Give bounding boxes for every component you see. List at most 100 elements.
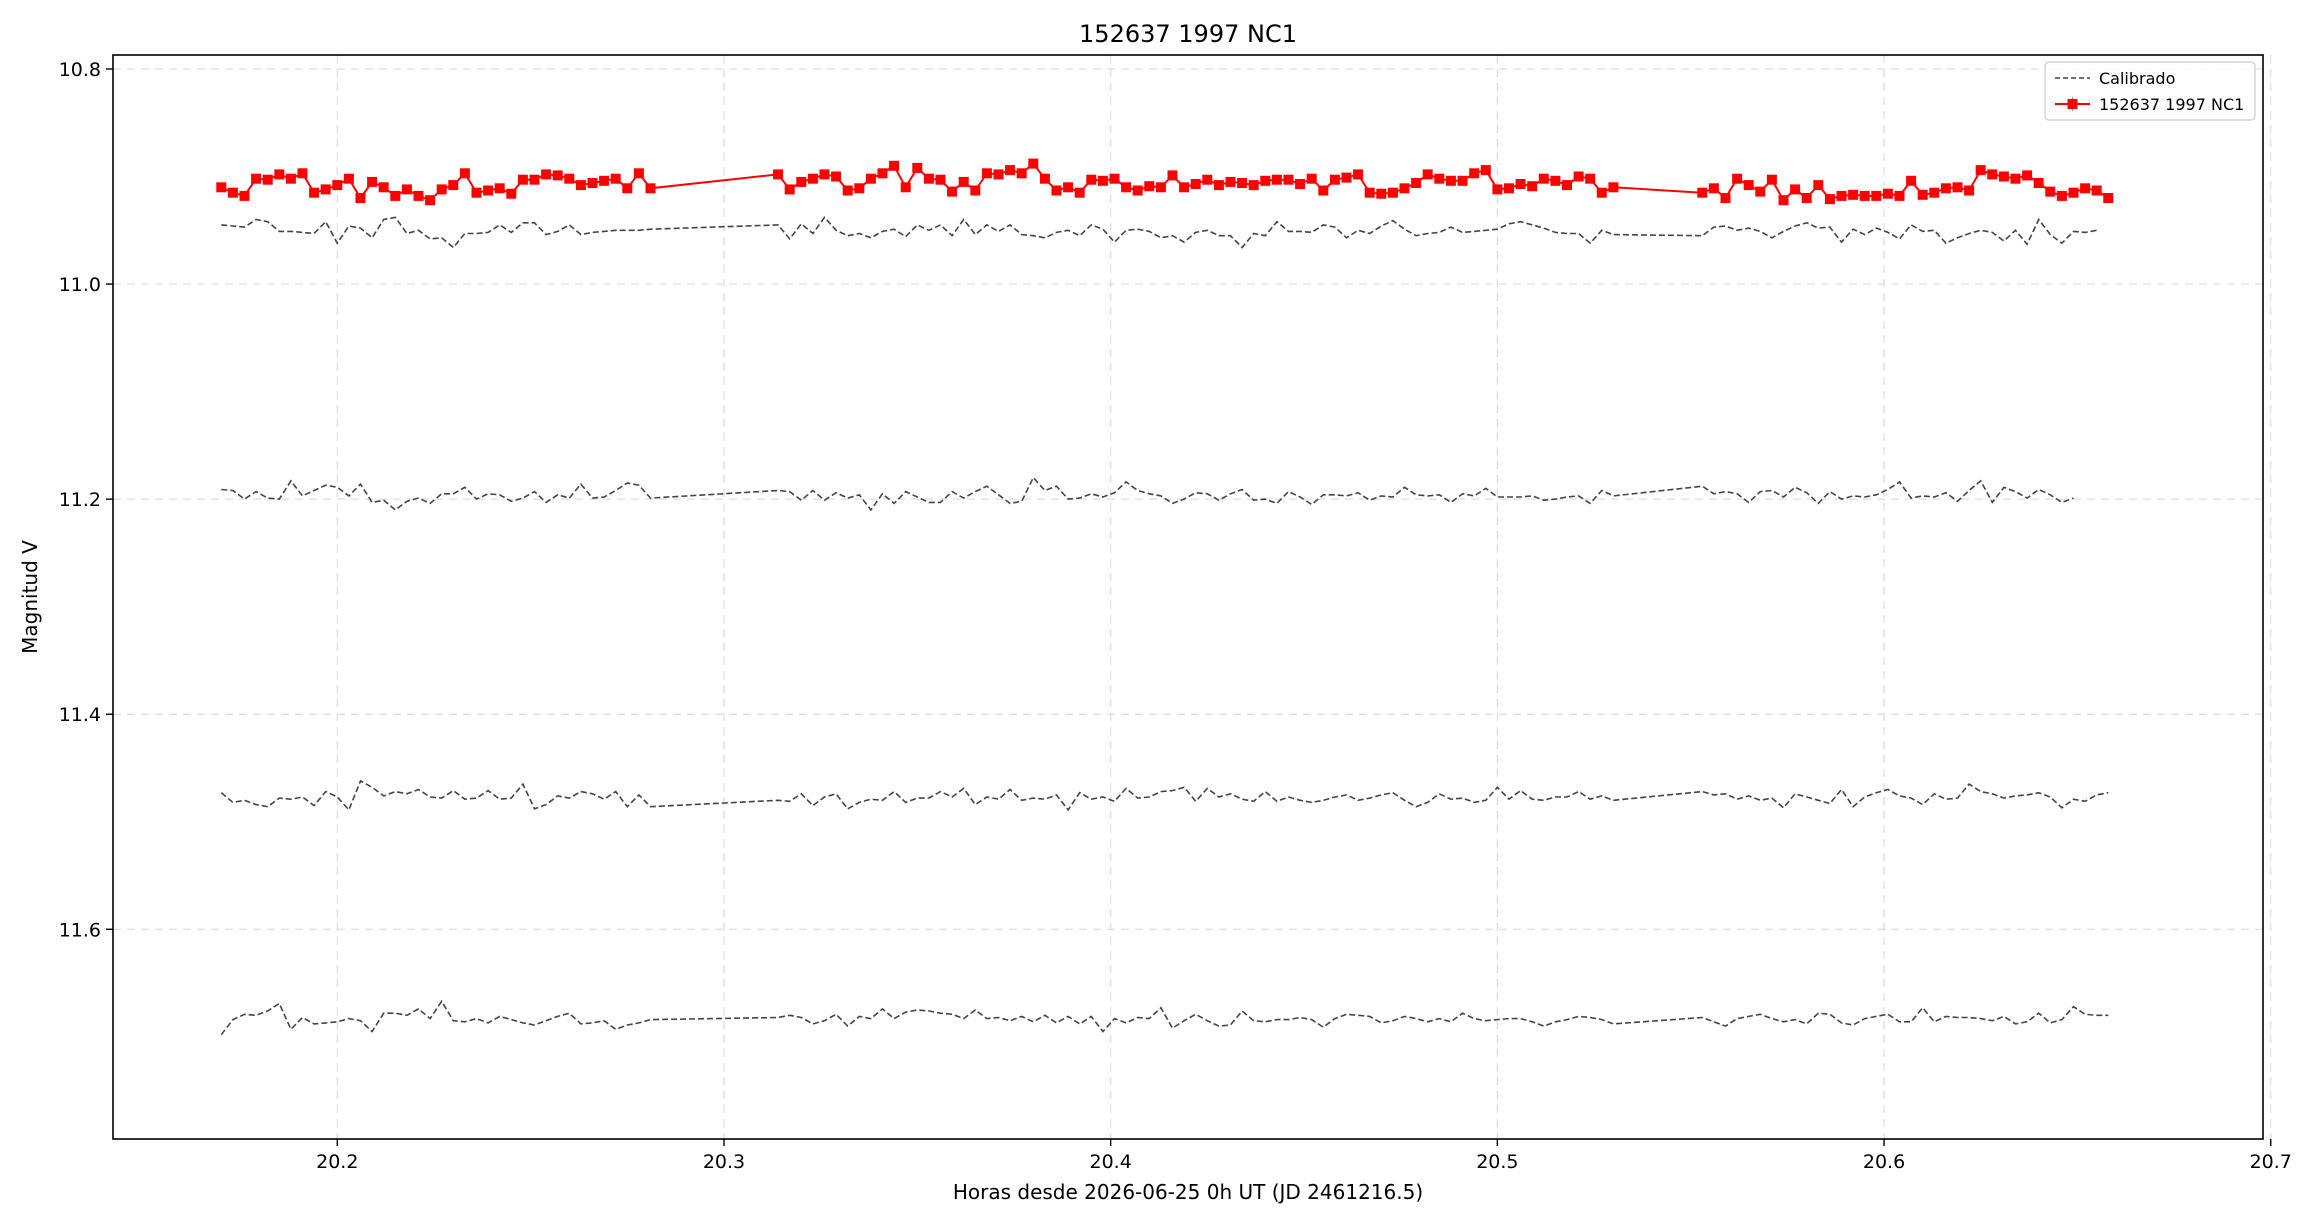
target-data-point — [865, 173, 876, 184]
target-data-point — [1306, 173, 1317, 184]
target-data-point — [773, 169, 784, 180]
target-data-point — [981, 168, 992, 179]
legend-target-marker — [2067, 99, 2078, 109]
target-data-point — [1213, 180, 1224, 191]
target-data-point — [390, 190, 401, 201]
target-data-point — [378, 182, 389, 193]
target-data-point — [1097, 175, 1108, 186]
target-data-point — [332, 180, 343, 191]
target-data-point — [1987, 169, 1998, 180]
target-data-point — [1318, 185, 1329, 196]
target-data-point — [367, 176, 378, 187]
x-tick-label: 20.4 — [1090, 1151, 1132, 1173]
target-data-point — [1179, 182, 1190, 193]
target-data-point — [1766, 174, 1777, 185]
target-data-point — [274, 169, 285, 180]
target-data-point — [1732, 173, 1743, 184]
target-data-point — [645, 183, 656, 194]
target-data-point — [227, 187, 238, 198]
target-data-point — [1295, 179, 1306, 189]
target-data-point — [1492, 184, 1503, 195]
target-data-point — [796, 176, 807, 187]
target-data-point — [2068, 187, 2079, 198]
target-data-point — [1940, 183, 1951, 194]
target-data-point — [1975, 165, 1986, 176]
target-data-point — [1824, 194, 1835, 205]
target-data-point — [1504, 183, 1514, 194]
y-tick-label: 11.2 — [59, 489, 101, 511]
target-data-point — [1790, 184, 1801, 195]
target-data-point — [1813, 180, 1824, 191]
y-tick-label: 10.8 — [59, 59, 101, 81]
y-tick-label: 11.0 — [59, 274, 101, 296]
target-data-point — [622, 183, 633, 194]
target-data-point — [239, 190, 250, 201]
target-data-point — [1353, 169, 1364, 180]
target-data-point — [610, 173, 621, 184]
target-data-point — [1585, 173, 1596, 184]
target-data-point — [1882, 188, 1893, 199]
target-data-point — [1801, 193, 1812, 203]
target-data-point — [1469, 168, 1480, 179]
target-data-point — [1596, 187, 1607, 198]
y-axis-label: Magnitud V — [18, 540, 42, 654]
target-data-point — [1445, 175, 1456, 186]
target-data-point — [1538, 173, 1549, 184]
chart-title: 152637 1997 NC1 — [1079, 20, 1297, 48]
x-tick-label: 20.2 — [316, 1151, 358, 1173]
target-data-point — [831, 171, 842, 182]
target-data-point — [1283, 174, 1294, 185]
target-data-point — [1376, 188, 1387, 199]
target-data-point — [1109, 173, 1120, 184]
target-data-point — [2080, 183, 2091, 194]
target-data-point — [262, 174, 273, 185]
target-data-point — [1411, 178, 1422, 188]
target-data-point — [1527, 181, 1538, 192]
target-data-point — [1434, 173, 1445, 184]
target-data-point — [575, 180, 586, 191]
target-data-point — [947, 186, 958, 197]
target-data-point — [1859, 190, 1870, 201]
x-tick-label: 20.6 — [1863, 1151, 1905, 1173]
calibrated-series-line — [220, 779, 2109, 812]
target-data-point — [1248, 180, 1259, 191]
target-data-point — [807, 173, 818, 184]
target-data-point — [1341, 172, 1352, 183]
target-data-point — [1155, 182, 1166, 193]
target-data-point — [2010, 173, 2021, 184]
target-data-point — [1906, 175, 1917, 186]
target-data-point — [633, 168, 644, 179]
target-data-point — [2091, 185, 2102, 196]
target-data-point — [1697, 187, 1708, 198]
target-data-point — [251, 173, 262, 184]
target-data-point — [1836, 190, 1847, 201]
target-data-point — [425, 195, 436, 206]
target-data-point — [842, 185, 853, 196]
legend-box — [2044, 61, 2256, 121]
target-data-point — [2056, 190, 2067, 201]
target-data-point — [587, 178, 598, 188]
grid — [113, 55, 2272, 1139]
target-data-point — [216, 182, 227, 193]
target-data-point — [459, 168, 470, 179]
target-data-point — [355, 193, 366, 203]
target-data-point — [320, 184, 331, 195]
target-data-point — [1051, 185, 1062, 196]
target-data-point — [401, 184, 412, 195]
x-tick-label: 20.5 — [1476, 1151, 1518, 1173]
x-axis-label: Horas desde 2026-06-25 0h UT (JD 2461216… — [953, 1180, 1423, 1204]
target-data-point — [1005, 165, 1016, 176]
target-data-point — [2022, 170, 2033, 181]
target-data-point — [483, 185, 494, 196]
target-data-point — [819, 169, 830, 180]
target-data-point — [935, 174, 946, 185]
target-data-point — [1190, 179, 1201, 189]
target-data-point — [1573, 171, 1584, 182]
target-data-point — [993, 169, 1004, 180]
target-data-point — [1039, 173, 1050, 184]
target-data-point — [900, 182, 911, 193]
target-data-point — [1480, 165, 1491, 176]
target-data-point — [471, 187, 482, 198]
target-data-point — [1202, 174, 1213, 185]
target-data-point — [912, 162, 923, 173]
